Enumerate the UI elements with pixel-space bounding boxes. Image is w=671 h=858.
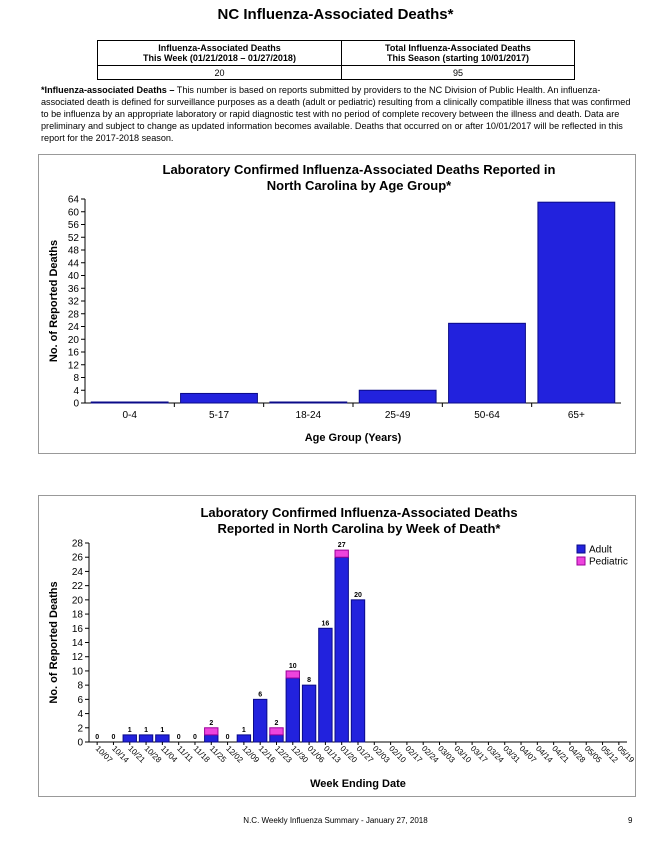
footnote-text: This number is based on reports submitte… — [41, 85, 631, 143]
page-footer: N.C. Weekly Influenza Summary - January … — [243, 816, 428, 825]
week-deaths-header: Influenza-Associated Deaths This Week (0… — [97, 40, 342, 66]
season-deaths-header: Total Influenza-Associated Deaths This S… — [340, 40, 576, 66]
page-title: NC Influenza-Associated Deaths* — [217, 6, 454, 23]
page-number: 9 — [628, 816, 633, 825]
footnote: *Influenza-associated Deaths – This numb… — [41, 84, 631, 144]
week-deaths-header-line1: Influenza-Associated Deaths — [158, 43, 281, 53]
season-deaths-header-line1: Total Influenza-Associated Deaths — [385, 43, 531, 53]
week-deaths-header-line2: This Week (01/21/2018 – 01/27/2018) — [143, 53, 296, 63]
season-deaths-header-line2: This Season (starting 10/01/2017) — [386, 53, 530, 63]
footnote-lead: *Influenza-associated Deaths – — [41, 85, 175, 95]
age-group-chart-frame — [38, 154, 636, 454]
weekly-chart-frame — [38, 495, 636, 797]
week-deaths-value: 20 — [97, 65, 342, 80]
season-deaths-value: 95 — [340, 65, 576, 80]
summary-table: Influenza-Associated Deaths This Week (0… — [97, 40, 576, 80]
